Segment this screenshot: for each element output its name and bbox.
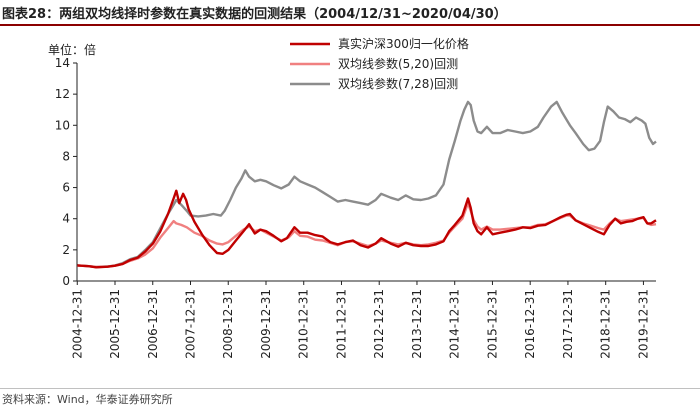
line-chart: 单位：倍 0 2 4 6 8 10 12 14 2004-12-31 2005-12-31 2006-…: [48, 36, 657, 359]
y-tick-label: 10: [55, 118, 70, 132]
y-tick-label: 6: [62, 181, 70, 195]
y-tick-label: 12: [55, 87, 70, 101]
x-tick-label: 2013-12-31: [410, 289, 424, 359]
x-tick-label: 2011-12-31: [334, 289, 348, 359]
x-tick-label: 2009-12-31: [259, 289, 273, 359]
x-tick-label: 2019-12-31: [636, 289, 650, 359]
legend-label-1: 真实沪深300归一化价格: [338, 36, 469, 51]
x-tick-label: 2017-12-31: [561, 289, 575, 359]
x-tick-label: 2015-12-31: [485, 289, 499, 359]
footer-divider: [0, 388, 700, 389]
y-tick-label: 0: [62, 274, 70, 288]
x-tick-label: 2018-12-31: [599, 289, 613, 359]
x-tick-label: 2014-12-31: [448, 289, 462, 359]
x-tick-label: 2016-12-31: [523, 289, 537, 359]
figure-title: 图表28：两组双均线择时参数在真实数据的回测结果（2004/12/31~2020…: [2, 7, 507, 22]
y-tick-label: 14: [55, 56, 70, 70]
source-note: 资料来源：Wind，华泰证券研究所: [2, 393, 173, 406]
x-tick-label: 2006-12-31: [146, 289, 160, 359]
figure-title-bar: 图表28：两组双均线择时参数在真实数据的回测结果（2004/12/31~2020…: [0, 0, 700, 26]
y-tick-label: 4: [62, 212, 70, 226]
y-tick-label: 8: [62, 149, 70, 163]
legend-label-3: 双均线参数(7,28)回测: [338, 76, 458, 91]
series-line-1: [77, 189, 657, 269]
x-tick-label: 2010-12-31: [297, 289, 311, 359]
x-tick-label: 2007-12-31: [183, 289, 197, 359]
series-line-2: [77, 201, 657, 269]
x-tick-label: 2004-12-31: [70, 289, 84, 359]
y-tick-label: 2: [62, 243, 70, 257]
x-tick-label: 2012-12-31: [372, 289, 386, 359]
x-tick-label: 2005-12-31: [108, 289, 122, 359]
legend-label-2: 双均线参数(5,20)回测: [338, 56, 458, 71]
y-unit-label: 单位：倍: [48, 42, 96, 57]
x-tick-label: 2008-12-31: [221, 289, 235, 359]
series-line-3: [77, 100, 657, 269]
